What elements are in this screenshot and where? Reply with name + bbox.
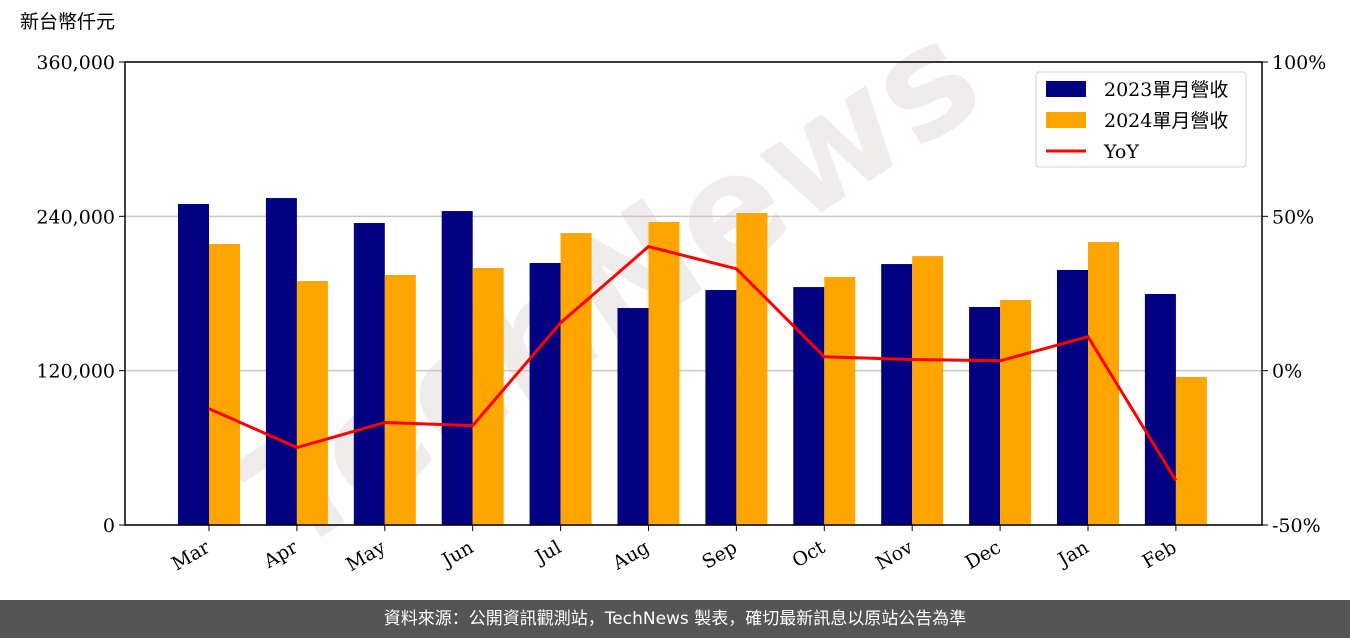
x-tick-label: Oct [788, 536, 829, 572]
bar [209, 243, 240, 525]
y-tick-label: 360,000 [36, 52, 115, 74]
bar [353, 223, 385, 525]
y2-tick-label: 0% [1272, 361, 1302, 383]
legend-frame [1035, 71, 1247, 168]
bar [824, 277, 856, 525]
bar [736, 212, 768, 525]
x-tick-label: Aug [608, 536, 653, 575]
bar [617, 308, 649, 525]
line [208, 244, 1178, 482]
x-tick-label: Jul [530, 536, 565, 569]
y2-tick-label: 50% [1272, 206, 1314, 228]
x-tick-label: Sep [698, 536, 741, 573]
bar [178, 203, 209, 525]
y-axis-label: 新台幣仟元 [20, 11, 115, 33]
bar [648, 221, 680, 525]
x-tick-label: Nov [872, 536, 917, 575]
legend-label: 2024單月營收 [1104, 110, 1228, 132]
bar [1088, 242, 1119, 526]
footer: 資料來源：公開資訊觀測站，TechNews 製表，確切最新訊息以原站公告為準 [0, 600, 1350, 638]
bar [384, 274, 416, 525]
y-tick-label: 0 [103, 515, 115, 537]
x-tick-label: Dec [961, 536, 1004, 574]
legend-label: 2023單月營收 [1104, 79, 1228, 101]
bar [1175, 376, 1207, 525]
x-tick-label: Feb [1139, 536, 1181, 573]
x-tick-label: Jun [437, 536, 478, 572]
bar [296, 281, 328, 525]
y-tick-label: 120,000 [36, 361, 115, 383]
legend-swatch [1046, 81, 1086, 97]
legend-label: YoY [1103, 141, 1139, 163]
bar [441, 211, 473, 525]
bar [560, 233, 592, 525]
plot-frame [124, 61, 1263, 526]
y2-tick-label: -50% [1272, 515, 1321, 537]
y2-tick-label: 100% [1272, 52, 1326, 74]
bar [529, 263, 561, 525]
bar [912, 256, 944, 525]
bar [881, 264, 913, 525]
bar [705, 290, 737, 525]
bar [1057, 269, 1088, 525]
bar [793, 287, 825, 525]
x-tick-label: Jan [1053, 536, 1093, 572]
bar [969, 307, 1001, 525]
bar [265, 198, 297, 525]
bar [1000, 300, 1032, 525]
x-tick-label: Mar [168, 536, 214, 575]
legend-swatch [1046, 112, 1086, 128]
y-tick-label: 240,000 [36, 206, 115, 228]
chart: 新台幣仟元 TechNews 0120,000240,000360,000-50… [20, 0, 1326, 588]
bar [1144, 294, 1176, 525]
